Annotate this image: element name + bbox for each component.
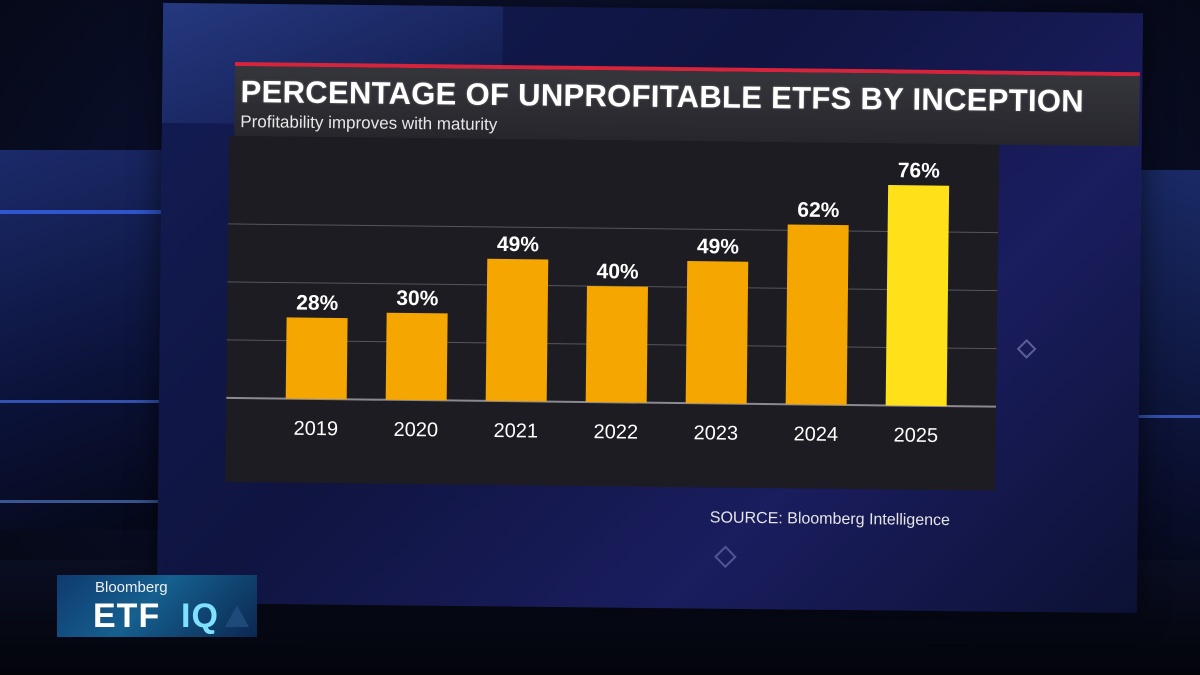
chart-panel: PERCENTAGE OF UNPROFITABLE ETFS BY INCEP… — [225, 62, 1140, 529]
gridline — [228, 223, 999, 234]
data-label-2023: 49% — [697, 235, 740, 258]
x-tick-2025: 2025 — [893, 424, 938, 447]
x-tick-2021: 2021 — [493, 420, 538, 443]
source-note: SOURCE: Bloomberg Intelligence — [709, 509, 951, 530]
x-tick-2019: 2019 — [293, 418, 338, 441]
data-label-2021: 49% — [497, 233, 540, 256]
show-name-iq: IQ — [181, 597, 219, 635]
x-tick-2022: 2022 — [593, 421, 638, 444]
studio-background-right — [1130, 170, 1200, 580]
triangle-logo-icon — [225, 605, 249, 627]
bar-2023 — [685, 261, 749, 404]
brand-label: Bloomberg — [95, 579, 168, 596]
x-tick-2023: 2023 — [693, 422, 738, 445]
bar-2025 — [885, 185, 950, 407]
bar-2024 — [785, 224, 849, 405]
data-label-2020: 30% — [396, 287, 439, 310]
data-label-2019: 28% — [296, 292, 339, 315]
show-badge: Bloomberg ETF IQ — [57, 575, 257, 637]
data-label-2022: 40% — [596, 260, 639, 283]
title-bar: PERCENTAGE OF UNPROFITABLE ETFS BY INCEP… — [234, 65, 1140, 147]
bar-2020 — [385, 312, 448, 401]
show-name-etf: ETF — [93, 597, 161, 635]
bar-2022 — [585, 286, 648, 403]
data-label-2025: 76% — [898, 159, 941, 182]
studio-background-left — [0, 150, 170, 530]
bar-2019 — [285, 317, 348, 400]
chart-area: 28% 2019 30% 2020 49% 2021 40% 2022 49% 2023 62% 20… — [225, 135, 1000, 491]
bar-chart: 28% 2019 30% 2020 49% 2021 40% 2022 49% 2023 62% 20… — [226, 159, 999, 447]
x-tick-2020: 2020 — [393, 419, 438, 442]
bar-2021 — [485, 258, 549, 402]
x-tick-2024: 2024 — [793, 423, 838, 446]
data-label-2024: 62% — [797, 199, 840, 222]
chart-subtitle: Profitability improves with maturity — [240, 112, 498, 134]
diamond-decoration — [714, 545, 737, 569]
